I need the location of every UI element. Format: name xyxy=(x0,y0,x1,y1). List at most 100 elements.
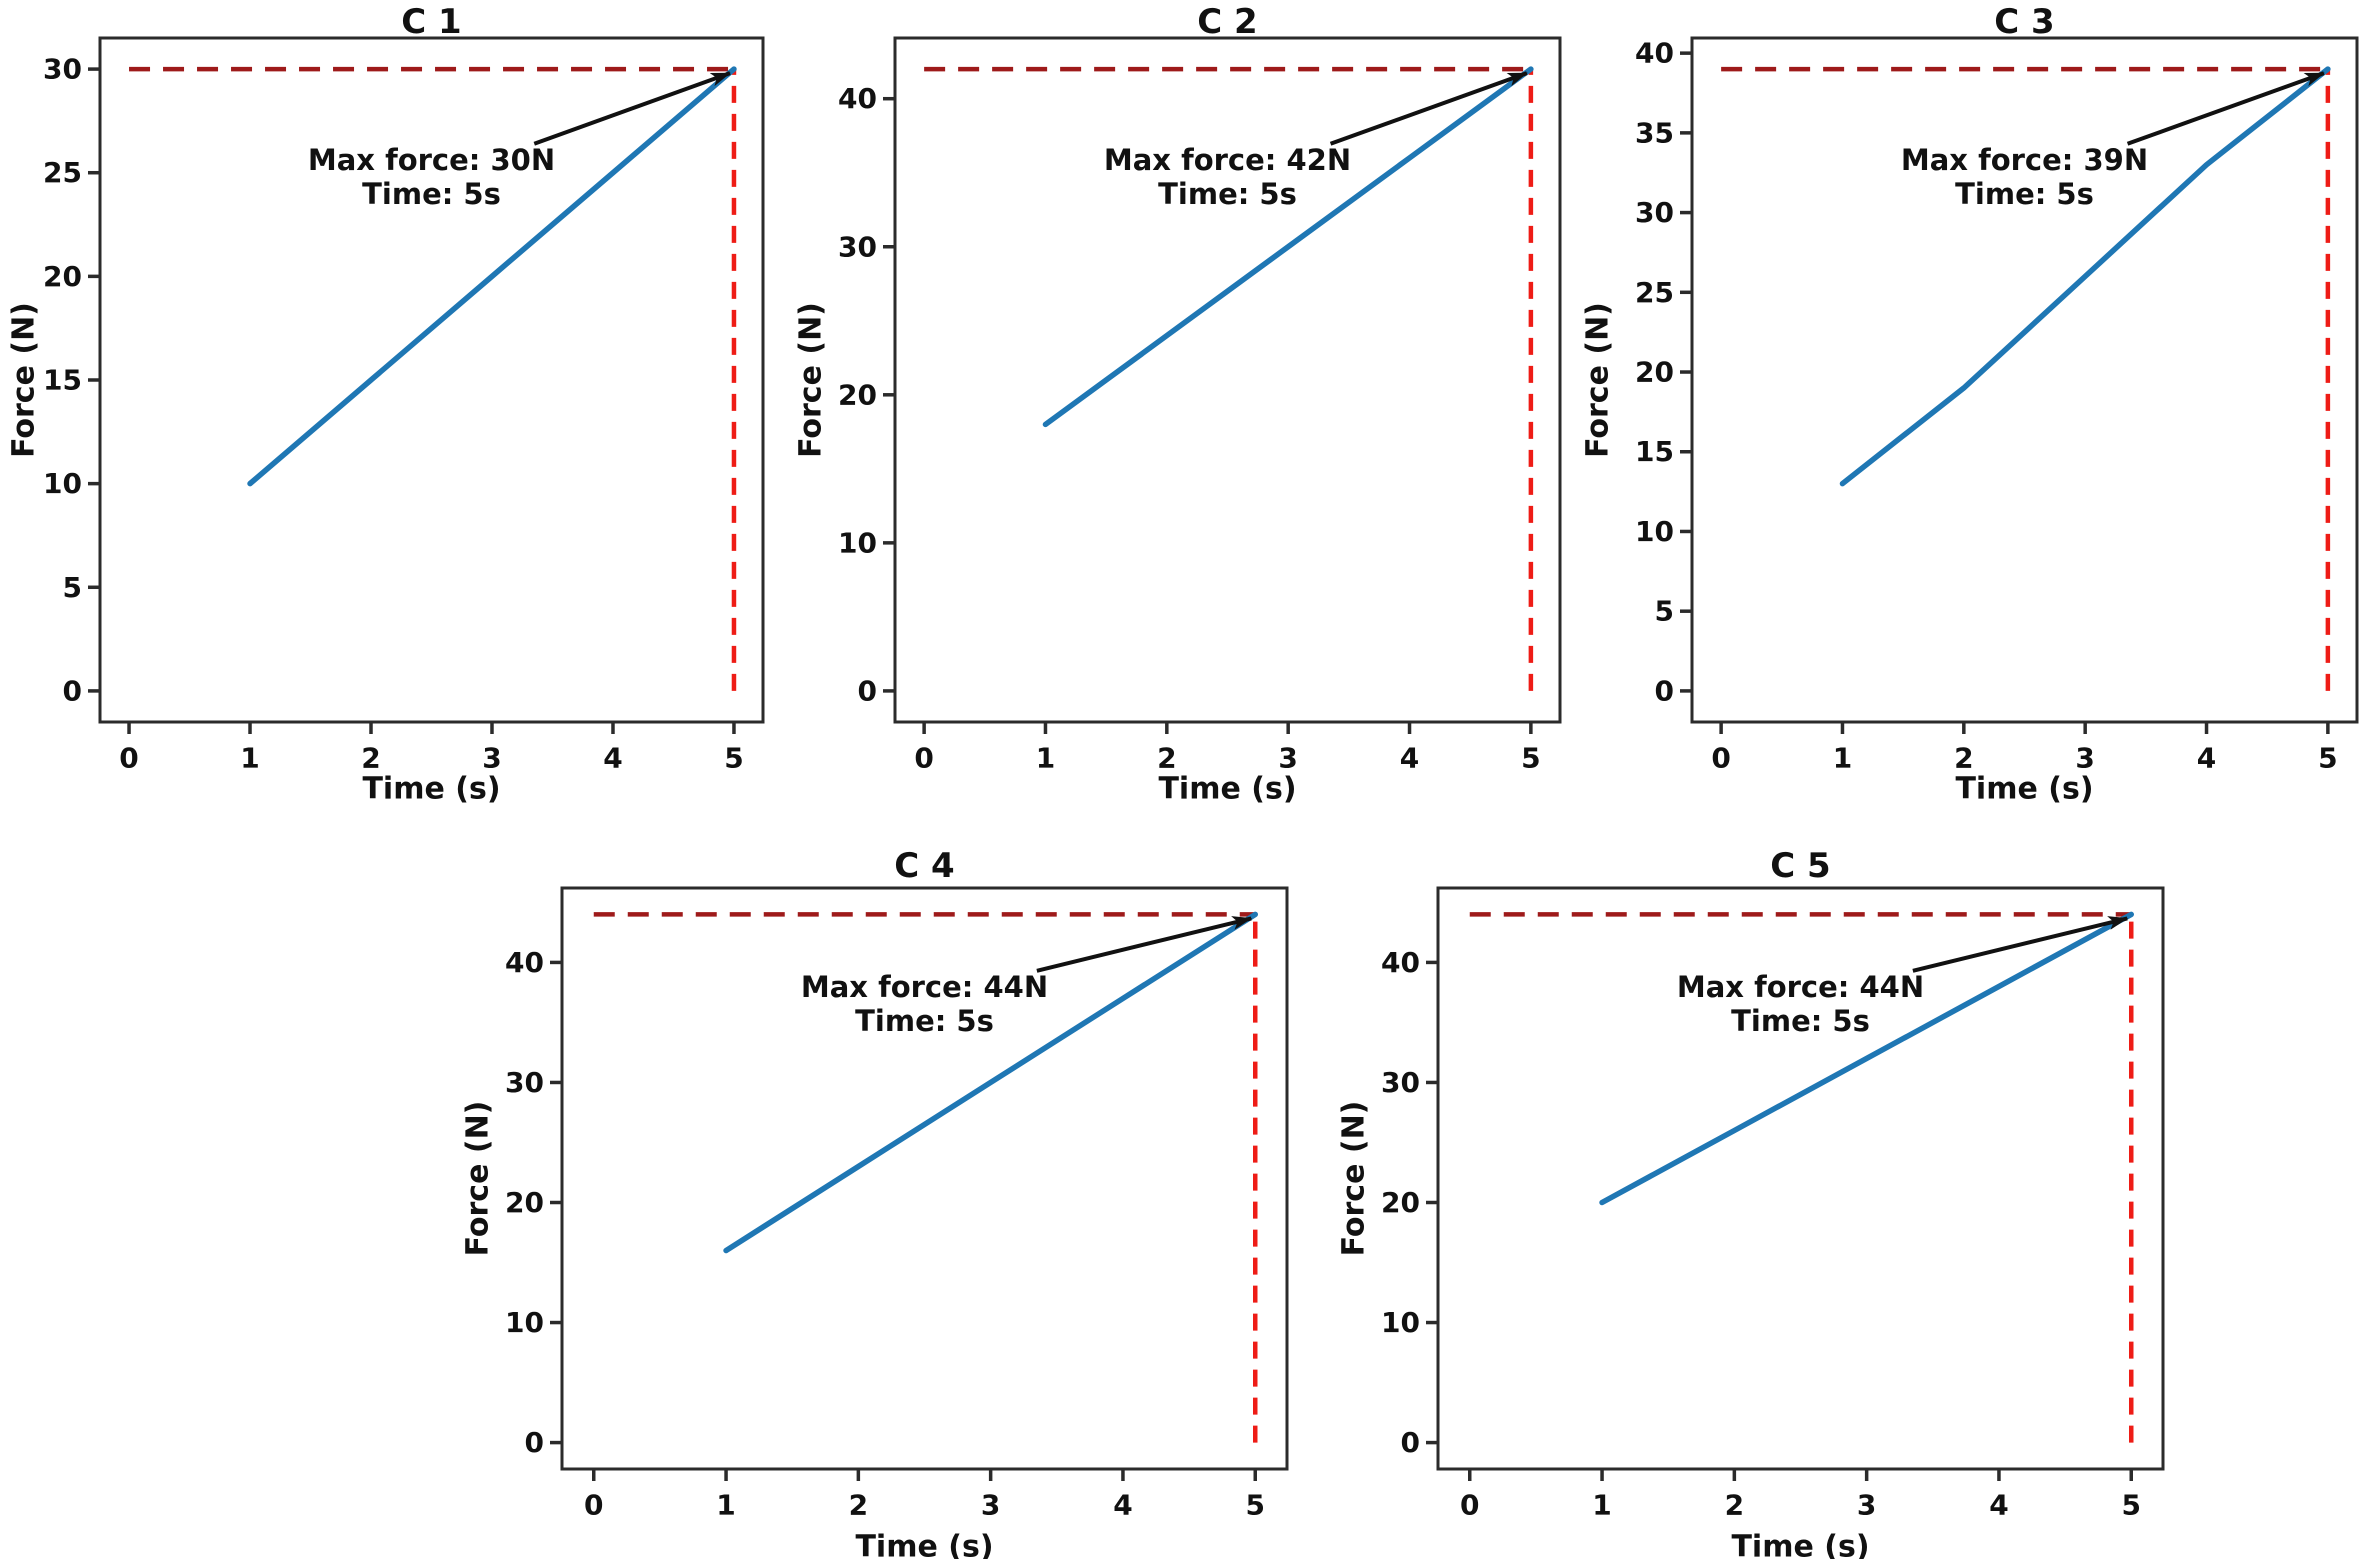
y-tick-label: 5 xyxy=(63,571,82,604)
y-tick-label: 30 xyxy=(838,230,877,263)
x-tick-label: 5 xyxy=(724,742,743,775)
chart-c5: 0 1 2 3 4 5 0 10 20 30 40 C 5 Time (s) Force (N) Max f… xyxy=(1338,846,2165,1559)
annotation-time: Time: 5s xyxy=(1731,1004,1870,1038)
x-tick-label: 4 xyxy=(603,742,622,775)
y-axis-label: Force (N) xyxy=(1338,1101,1372,1257)
y-tick-label: 40 xyxy=(505,946,544,979)
annotation-time: Time: 5s xyxy=(855,1004,994,1038)
annotation-arrow xyxy=(533,71,731,146)
y-tick-label: 20 xyxy=(1381,1186,1420,1219)
y-tick-label: 0 xyxy=(63,674,82,707)
chart-c1: 0 1 2 3 4 5 0 5 10 15 20 25 30 C 1 Time (s) Force (N) Ma… xyxy=(7,2,765,807)
x-tick-label: 0 xyxy=(1711,742,1730,775)
x-tick-label: 0 xyxy=(584,1489,603,1522)
chart-c3: 0 1 2 3 4 5 0 5 10 15 20 25 30 35 40 C 3 Time (s) Force (… xyxy=(1581,2,2359,807)
axes-spines xyxy=(1436,886,2165,1471)
annotation-arrow xyxy=(1329,71,1528,146)
x-axis-label: Time (s) xyxy=(362,772,500,807)
y-axis-label: Force (N) xyxy=(7,302,42,458)
x-tick-label: 1 xyxy=(1833,742,1852,775)
x-tick-label: 1 xyxy=(716,1489,735,1522)
x-tick-label: 3 xyxy=(1278,742,1297,775)
y-tick-label: 15 xyxy=(43,364,82,397)
y-tick-label: 0 xyxy=(1401,1426,1420,1459)
y-tick-label: 30 xyxy=(1635,196,1674,229)
annotation-max-force: Max force: 42N xyxy=(1104,143,1351,177)
y-tick-label: 20 xyxy=(505,1186,544,1219)
axes-spines xyxy=(560,886,1289,1471)
x-axis-label: Time (s) xyxy=(855,1530,993,1559)
x-tick-label: 2 xyxy=(1954,742,1973,775)
y-tick-label: 0 xyxy=(525,1426,544,1459)
x-axis-label: Time (s) xyxy=(1955,772,2093,807)
y-tick-label: 10 xyxy=(1381,1306,1420,1339)
x-tick-label: 3 xyxy=(482,742,501,775)
subplot-title: C 5 xyxy=(1770,846,1830,886)
y-tick-label: 5 xyxy=(1655,595,1674,628)
annotation-time: Time: 5s xyxy=(1955,177,2094,211)
chart-c4: 0 1 2 3 4 5 0 10 20 30 40 C 4 Time (s) Force (N) Max f… xyxy=(462,846,1289,1559)
annotation-max-force: Max force: 44N xyxy=(801,970,1048,1004)
axes-spines xyxy=(1690,36,2359,724)
subplot-c5: 0 1 2 3 4 5 0 10 20 30 40 C 5 Time (s) Force (N) Max f… xyxy=(1338,845,2214,1559)
force-line xyxy=(247,66,737,487)
subplot-c2: 0 1 2 3 4 5 0 10 20 30 40 C 2 Time (s) Force (N) Max f… xyxy=(787,0,1574,812)
y-tick-label: 40 xyxy=(1635,37,1674,70)
x-tick-label: 3 xyxy=(1857,1489,1876,1522)
x-tick-label: 0 xyxy=(914,742,933,775)
annotation-time: Time: 5s xyxy=(362,177,501,211)
force-line xyxy=(723,911,1258,1254)
y-tick-label: 40 xyxy=(838,82,877,115)
annotation-max-force: Max force: 30N xyxy=(308,143,555,177)
x-tick-label: 2 xyxy=(849,1489,868,1522)
y-tick-label: 20 xyxy=(838,378,877,411)
annotation-max-force: Max force: 44N xyxy=(1677,970,1924,1004)
x-tick-label: 1 xyxy=(1036,742,1055,775)
x-tick-label: 4 xyxy=(2197,742,2216,775)
y-tick-label: 35 xyxy=(1635,116,1674,149)
annotation-max-force: Max force: 39N xyxy=(1901,143,2148,177)
x-tick-label: 3 xyxy=(2075,742,2094,775)
x-tick-label: 4 xyxy=(1400,742,1419,775)
force-line xyxy=(1839,66,2331,487)
x-tick-label: 5 xyxy=(1246,1489,1265,1522)
x-tick-label: 1 xyxy=(1592,1489,1611,1522)
x-tick-label: 5 xyxy=(1521,742,1540,775)
y-axis-label: Force (N) xyxy=(462,1101,496,1257)
y-tick-label: 25 xyxy=(1635,276,1674,309)
x-tick-label: 4 xyxy=(1989,1489,2008,1522)
y-tick-label: 20 xyxy=(1635,356,1674,389)
x-tick-label: 2 xyxy=(1725,1489,1744,1522)
force-line xyxy=(1042,66,1534,428)
y-axis-label: Force (N) xyxy=(1581,302,1616,458)
y-tick-label: 40 xyxy=(1381,946,1420,979)
y-tick-label: 20 xyxy=(43,260,82,293)
x-axis-label: Time (s) xyxy=(1731,1530,1869,1559)
annotation-time: Time: 5s xyxy=(1158,177,1297,211)
annotation-arrow xyxy=(1912,916,2129,973)
x-tick-label: 2 xyxy=(361,742,380,775)
y-tick-label: 15 xyxy=(1635,435,1674,468)
subplot-title: C 1 xyxy=(401,2,461,42)
y-tick-label: 30 xyxy=(43,53,82,86)
y-tick-label: 0 xyxy=(1655,674,1674,707)
annotation-arrow xyxy=(2126,71,2325,146)
subplot-title: C 4 xyxy=(894,846,954,886)
chart-c2: 0 1 2 3 4 5 0 10 20 30 40 C 2 Time (s) Force (N) Max f… xyxy=(794,2,1562,807)
x-axis-label: Time (s) xyxy=(1158,772,1296,807)
force-line xyxy=(1599,911,2134,1206)
x-tick-label: 4 xyxy=(1113,1489,1132,1522)
x-tick-label: 0 xyxy=(119,742,138,775)
y-tick-label: 10 xyxy=(1635,515,1674,548)
y-tick-label: 30 xyxy=(505,1066,544,1099)
y-tick-label: 10 xyxy=(838,526,877,559)
x-tick-label: 5 xyxy=(2318,742,2337,775)
subplot-c3: 0 1 2 3 4 5 0 5 10 15 20 25 30 35 40 C 3 Time (s) Force (… xyxy=(1574,0,2361,812)
subplot-title: C 2 xyxy=(1197,2,1257,42)
y-tick-label: 25 xyxy=(43,156,82,189)
axes-spines xyxy=(98,36,765,724)
y-tick-label: 0 xyxy=(858,674,877,707)
y-tick-label: 30 xyxy=(1381,1066,1420,1099)
y-axis-label: Force (N) xyxy=(794,302,829,458)
subplot-c1: 0 1 2 3 4 5 0 5 10 15 20 25 30 C 1 Time (s) Force (N) Ma… xyxy=(0,0,787,812)
